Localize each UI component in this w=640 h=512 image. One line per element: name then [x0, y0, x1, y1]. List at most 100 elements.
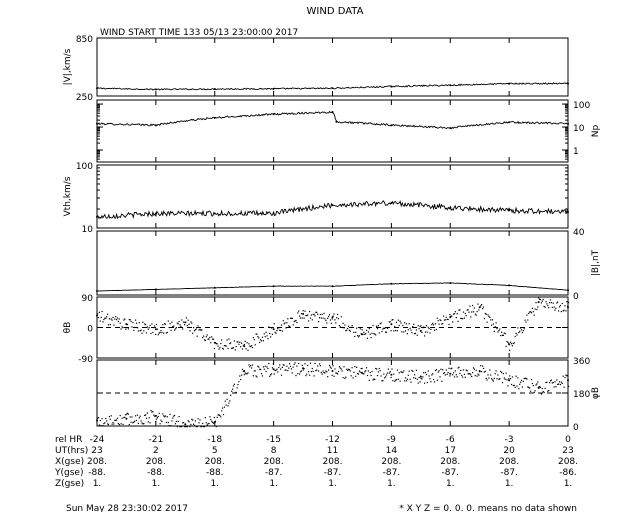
- ephemeris-cell: 23: [562, 446, 573, 456]
- y-tick-label: 1: [573, 147, 579, 157]
- series-point: [131, 416, 133, 418]
- series-point: [163, 415, 165, 417]
- series-point: [299, 371, 302, 373]
- series-point: [368, 328, 370, 330]
- series-point: [282, 320, 284, 322]
- series-point: [346, 368, 348, 370]
- series-point: [440, 319, 442, 322]
- series-point: [428, 375, 430, 377]
- series-point: [525, 377, 527, 380]
- data-point: [508, 343, 511, 346]
- series-point: [289, 363, 291, 365]
- series-point: [480, 305, 482, 307]
- series-point: [306, 373, 308, 375]
- series-point: [151, 411, 153, 413]
- series-point: [418, 376, 420, 379]
- data-point: [154, 88, 157, 91]
- y-tick-label: 100: [573, 101, 590, 111]
- series-point: [331, 318, 333, 320]
- series-point: [462, 369, 465, 371]
- series-point: [397, 319, 399, 321]
- series-point: [519, 330, 521, 332]
- series-point: [482, 308, 484, 310]
- series-point: [432, 373, 434, 375]
- series-point: [239, 375, 241, 377]
- series-point: [546, 381, 548, 383]
- series-point: [227, 347, 229, 350]
- series-point: [357, 373, 360, 375]
- series-point: [450, 315, 452, 317]
- series-point: [133, 421, 135, 423]
- series-point: [135, 419, 138, 421]
- series-point: [248, 364, 250, 366]
- series-point: [326, 322, 328, 324]
- series-point: [472, 367, 475, 369]
- series-point: [359, 371, 361, 373]
- series-point: [395, 379, 398, 381]
- series-point: [395, 321, 398, 323]
- series-point: [238, 343, 240, 345]
- series-point: [326, 371, 328, 373]
- series-point: [155, 418, 158, 420]
- series-point: [152, 411, 154, 413]
- series-point: [547, 305, 549, 307]
- data-point: [154, 328, 157, 331]
- series-point: [470, 316, 472, 318]
- series-point: [142, 321, 144, 323]
- series-point: [175, 327, 177, 329]
- y-tick-label: 90: [82, 294, 94, 304]
- series-point: [115, 419, 117, 422]
- series-point: [141, 422, 143, 424]
- data-point: [213, 421, 216, 424]
- series-point: [266, 366, 268, 368]
- series-point: [103, 423, 105, 425]
- series-point: [508, 342, 510, 344]
- series-point: [387, 368, 389, 370]
- series-point: [345, 330, 347, 332]
- series-point: [516, 334, 518, 336]
- ephemeris-cell: 8: [271, 446, 277, 456]
- series-point: [309, 317, 312, 319]
- series-point: [455, 374, 457, 376]
- series-point: [107, 313, 109, 315]
- series-point: [136, 327, 139, 329]
- series-point: [140, 329, 142, 331]
- series-point: [389, 371, 391, 373]
- ephemeris-table: rel HR -24 -21 -18 -15 -12 -9 -6 -3 0UT(hrs) 23 2 5 8…: [54, 435, 578, 489]
- series-point: [116, 417, 119, 419]
- ephemeris-cell: 208.: [558, 457, 578, 467]
- series-point: [249, 366, 251, 368]
- data-point: [449, 316, 452, 319]
- series-point: [340, 316, 342, 318]
- series-point: [103, 318, 105, 321]
- series-point: [145, 324, 147, 326]
- series-point: [337, 313, 339, 316]
- series-point: [183, 421, 185, 424]
- series-point: [471, 376, 473, 378]
- series-point: [537, 306, 539, 308]
- series-point: [335, 322, 337, 324]
- series-point: [340, 368, 342, 370]
- series-point: [235, 345, 237, 348]
- series-point: [549, 380, 552, 382]
- series-point: [243, 343, 245, 346]
- series-point: [277, 328, 279, 330]
- data-point: [331, 87, 334, 90]
- series-point: [120, 423, 122, 425]
- series-point: [531, 307, 533, 309]
- series-point: [426, 331, 428, 333]
- series-point: [180, 325, 182, 328]
- series-point: [414, 333, 416, 335]
- series-point: [494, 373, 496, 375]
- series-point: [472, 372, 474, 374]
- series-point: [366, 337, 369, 339]
- series-point: [503, 377, 505, 379]
- series-point: [536, 308, 538, 311]
- series-point: [354, 335, 356, 337]
- series-point: [442, 323, 444, 325]
- series-point: [566, 375, 568, 377]
- y-tick-label: -90: [78, 355, 93, 365]
- series-point: [263, 368, 265, 370]
- ephemeris-cell: -87.: [441, 468, 459, 478]
- series-point: [304, 363, 306, 365]
